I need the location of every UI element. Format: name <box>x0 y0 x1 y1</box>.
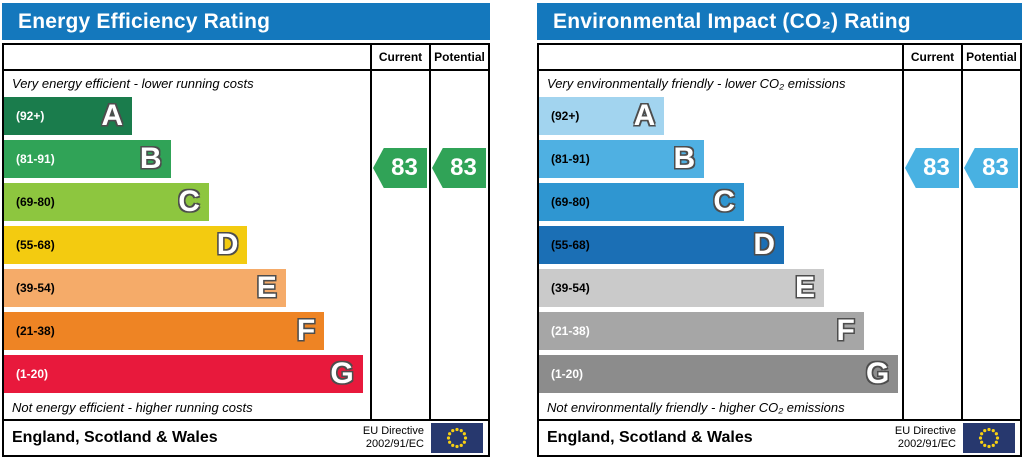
current-column-header: Current <box>902 45 961 71</box>
band-range-label: (39-54) <box>16 281 55 295</box>
potential-column-header: Potential <box>961 45 1020 71</box>
rating-table: Current Potential Very environmentally f… <box>537 43 1022 457</box>
energy-efficiency-chart: Energy Efficiency Rating Current Potenti… <box>2 3 490 457</box>
band-row-b: (81-91) B <box>4 140 171 178</box>
band-range-label: (69-80) <box>551 195 590 209</box>
band-range-label: (92+) <box>16 109 45 123</box>
potential-rating-arrow: 83 <box>432 148 486 188</box>
rating-bands: (92+) A (81-91) B (69-80) C (55-68) D (39-54… <box>4 95 370 393</box>
eu-directive-label: EU Directive 2002/91/EC <box>363 425 424 451</box>
current-rating-value: 83 <box>391 154 418 181</box>
band-range-label: (1-20) <box>551 367 584 381</box>
eu-flag-icon <box>431 423 483 453</box>
eu-directive-line2: 2002/91/EC <box>365 438 424 450</box>
potential-column: 83 <box>961 71 1020 419</box>
region-label: England, Scotland & Wales <box>547 429 753 446</box>
band-range-label: (21-38) <box>16 324 55 338</box>
band-row-b: (81-91) B <box>539 140 705 178</box>
band-row-e: (39-54) E <box>539 269 824 307</box>
potential-rating-value: 83 <box>982 154 1009 181</box>
current-column: 83 <box>902 71 961 419</box>
band-row-c: (69-80) C <box>4 183 209 221</box>
current-column: 83 <box>370 71 429 419</box>
chart-title: Energy Efficiency Rating <box>18 9 271 33</box>
band-grade-letter: D <box>216 228 239 261</box>
band-row-g: (1-20) G <box>4 355 363 393</box>
chart-title: Environmental Impact (CO₂) Rating <box>553 9 911 33</box>
band-row-e: (39-54) E <box>4 269 286 307</box>
band-range-label: (55-68) <box>16 238 55 252</box>
eu-flag-icon <box>963 423 1015 453</box>
band-grade-letter: C <box>178 185 200 218</box>
band-grade-letter: A <box>101 99 124 132</box>
band-range-label: (1-20) <box>16 367 49 381</box>
bottom-caption: Not environmentally friendly - higher CO… <box>547 399 845 415</box>
band-range-label: (55-68) <box>551 238 590 252</box>
top-caption: Very energy efficient - lower running co… <box>12 75 254 91</box>
eu-directive-label: EU Directive 2002/91/EC <box>895 425 956 451</box>
band-range-label: (69-80) <box>16 195 55 209</box>
eu-directive-line2: 2002/91/EC <box>897 438 956 450</box>
chart-title-bar: Environmental Impact (CO₂) Rating <box>537 3 1022 40</box>
environmental-impact-chart: Environmental Impact (CO₂) Rating Curren… <box>537 3 1022 457</box>
band-grade-letter: G <box>866 357 890 390</box>
band-row-f: (21-38) F <box>539 312 864 350</box>
current-rating-arrow: 83 <box>905 148 959 188</box>
potential-column-header: Potential <box>429 45 488 71</box>
band-range-label: (21-38) <box>551 324 590 338</box>
band-grade-letter: C <box>713 185 736 218</box>
band-grade-letter: B <box>139 142 162 175</box>
rating-scale-area: Very energy efficient - lower running co… <box>4 71 370 419</box>
band-range-label: (39-54) <box>551 281 590 295</box>
top-caption: Very environmentally friendly - lower CO… <box>547 75 846 91</box>
table-footer: England, Scotland & Wales EU Directive 2… <box>539 419 1020 455</box>
header-spacer-cell <box>4 45 370 71</box>
band-row-a: (92+) A <box>539 97 665 135</box>
band-grade-letter: E <box>256 271 277 304</box>
table-footer: England, Scotland & Wales EU Directive 2… <box>4 419 488 455</box>
band-row-c: (69-80) C <box>539 183 745 221</box>
band-grade-letter: F <box>296 314 316 347</box>
rating-bands: (92+) A (81-91) B (69-80) C (55-68) D (39-54… <box>539 95 902 393</box>
current-rating-value: 83 <box>923 154 950 181</box>
header-spacer-cell <box>539 45 902 71</box>
band-row-d: (55-68) D <box>4 226 248 264</box>
band-row-d: (55-68) D <box>539 226 785 264</box>
eu-directive-line1: EU Directive <box>362 424 424 437</box>
band-grade-letter: B <box>673 142 696 175</box>
band-grade-letter: F <box>836 314 855 347</box>
band-grade-letter: G <box>330 357 354 390</box>
region-label: England, Scotland & Wales <box>12 429 218 446</box>
current-rating-arrow: 83 <box>373 148 427 188</box>
band-range-label: (92+) <box>551 109 580 123</box>
rating-table: Current Potential Very energy efficient … <box>2 43 490 457</box>
chart-title-bar: Energy Efficiency Rating <box>2 3 490 40</box>
band-range-label: (81-91) <box>16 152 55 166</box>
band-row-a: (92+) A <box>4 97 133 135</box>
band-grade-letter: D <box>753 228 776 261</box>
band-range-label: (81-91) <box>551 152 590 166</box>
current-column-header: Current <box>370 45 429 71</box>
band-row-f: (21-38) F <box>4 312 325 350</box>
rating-scale-area: Very environmentally friendly - lower CO… <box>539 71 902 419</box>
potential-rating-arrow: 83 <box>964 148 1018 188</box>
band-grade-letter: A <box>633 99 656 132</box>
bottom-caption: Not energy efficient - higher running co… <box>12 399 253 415</box>
eu-directive-line1: EU Directive <box>894 424 956 437</box>
band-grade-letter: E <box>794 271 815 304</box>
potential-rating-value: 83 <box>450 154 477 181</box>
band-row-g: (1-20) G <box>539 355 899 393</box>
potential-column: 83 <box>429 71 488 419</box>
